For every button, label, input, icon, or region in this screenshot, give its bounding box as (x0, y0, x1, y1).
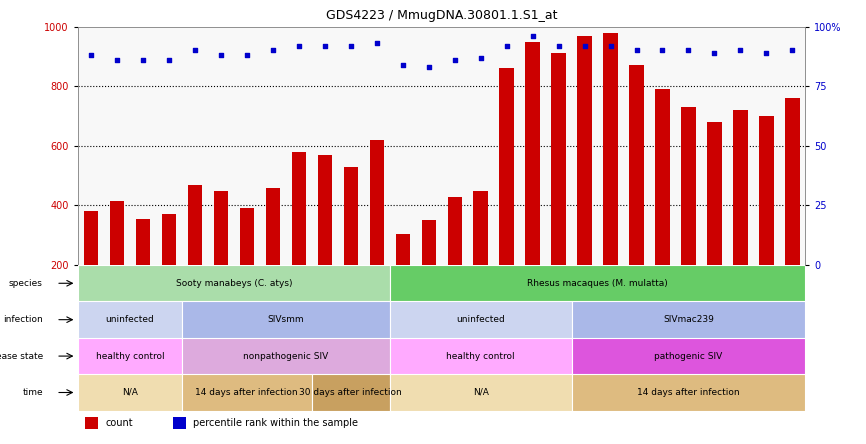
Point (396, 61, 410, 68)
Bar (78, 265, 390, 301)
Bar (474, 190, 488, 265)
Bar (266, 187, 280, 265)
Bar (182, 301, 390, 338)
Point (785, 47, 799, 54)
Point (188, 47, 202, 54)
Bar (630, 65, 643, 265)
Text: Rhesus macaques (M. mulatta): Rhesus macaques (M. mulatta) (527, 279, 668, 288)
Point (318, 42, 332, 49)
Bar (734, 110, 747, 265)
Bar (604, 32, 617, 265)
Point (84, 52, 98, 59)
Point (682, 47, 695, 54)
Bar (500, 68, 514, 265)
Bar (162, 214, 176, 265)
Point (734, 47, 747, 54)
Bar (188, 185, 202, 265)
Text: nonpathogenic SIV: nonpathogenic SIV (243, 352, 328, 361)
Text: GDS4223 / MmugDNA.30801.1.S1_at: GDS4223 / MmugDNA.30801.1.S1_at (326, 9, 558, 22)
Bar (552, 53, 565, 265)
Point (526, 32, 540, 40)
Bar (390, 374, 572, 411)
Text: SIVsmm: SIVsmm (268, 315, 304, 324)
Point (214, 52, 228, 59)
Bar (785, 98, 799, 265)
Bar (370, 140, 384, 265)
Point (422, 63, 436, 71)
Point (708, 49, 721, 56)
Point (162, 56, 176, 63)
Bar (172, 417, 185, 429)
Bar (682, 107, 695, 265)
Point (552, 42, 565, 49)
Bar (526, 42, 540, 265)
Bar (572, 338, 805, 374)
Text: species: species (9, 279, 43, 288)
Text: Sooty manabeys (C. atys): Sooty manabeys (C. atys) (176, 279, 292, 288)
Text: N/A: N/A (122, 388, 138, 397)
Bar (390, 338, 572, 374)
Text: disease state: disease state (0, 352, 43, 361)
Bar (240, 208, 254, 265)
Point (474, 54, 488, 61)
Bar (708, 122, 721, 265)
Bar (312, 374, 390, 411)
Text: time: time (23, 388, 43, 397)
Bar (78, 338, 182, 374)
Bar (759, 116, 773, 265)
Point (110, 56, 124, 63)
Text: 14 days after infection: 14 days after infection (637, 388, 740, 397)
Text: count: count (106, 418, 133, 428)
Bar (84, 211, 98, 265)
Text: N/A: N/A (473, 388, 488, 397)
Point (604, 42, 617, 49)
Bar (292, 152, 306, 265)
Point (630, 47, 643, 54)
Bar (390, 301, 572, 338)
Text: 30 days after infection: 30 days after infection (300, 388, 402, 397)
Bar (422, 220, 436, 265)
Point (292, 42, 306, 49)
Bar (110, 201, 124, 265)
Bar (448, 197, 462, 265)
Bar (78, 301, 182, 338)
Point (448, 56, 462, 63)
Point (578, 42, 591, 49)
Point (344, 42, 358, 49)
Text: healthy control: healthy control (95, 352, 165, 361)
Bar (572, 301, 805, 338)
Bar (578, 36, 591, 265)
Point (500, 42, 514, 49)
Bar (390, 265, 805, 301)
Point (240, 52, 254, 59)
Bar (572, 374, 805, 411)
Bar (182, 374, 312, 411)
Text: uninfected: uninfected (106, 315, 154, 324)
Bar (214, 190, 228, 265)
Bar (85, 417, 99, 429)
Text: infection: infection (3, 315, 43, 324)
Point (266, 47, 280, 54)
Bar (344, 166, 358, 265)
Bar (318, 155, 332, 265)
Text: SIVmac239: SIVmac239 (663, 315, 714, 324)
Bar (78, 374, 182, 411)
Bar (656, 89, 669, 265)
Text: 14 days after infection: 14 days after infection (196, 388, 298, 397)
Point (656, 47, 669, 54)
Point (136, 56, 150, 63)
Bar (182, 338, 390, 374)
Bar (136, 219, 150, 265)
Text: percentile rank within the sample: percentile rank within the sample (193, 418, 358, 428)
Point (759, 49, 773, 56)
Bar (396, 234, 410, 265)
Text: uninfected: uninfected (456, 315, 505, 324)
Text: pathogenic SIV: pathogenic SIV (655, 352, 722, 361)
Text: healthy control: healthy control (446, 352, 515, 361)
Point (370, 40, 384, 47)
